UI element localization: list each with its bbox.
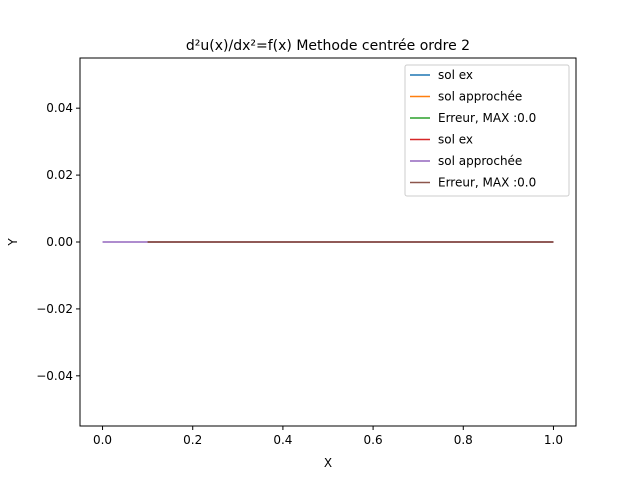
y-tick-label: 0.04	[46, 101, 73, 115]
legend-label: Erreur, MAX :0.0	[438, 111, 536, 125]
y-axis-ticks: −0.04 −0.02 0.00 0.02 0.04	[36, 101, 80, 383]
legend: sol ex sol approchée Erreur, MAX :0.0 sol e…	[404, 64, 570, 197]
x-tick-label: 0.4	[273, 433, 292, 447]
x-tick-label: 0.2	[183, 433, 202, 447]
legend-box	[404, 64, 570, 197]
y-tick-label: −0.04	[36, 369, 73, 383]
legend-label: Erreur, MAX :0.0	[438, 176, 536, 190]
legend-label: sol approchée	[438, 90, 522, 104]
legend-label: sol ex	[438, 133, 473, 147]
x-tick-label: 0.0	[93, 433, 112, 447]
legend-label: sol approchée	[438, 154, 522, 168]
x-tick-label: 1.0	[544, 433, 563, 447]
x-tick-label: 0.6	[364, 433, 383, 447]
x-tick-label: 0.8	[454, 433, 473, 447]
y-tick-label: −0.02	[36, 302, 73, 316]
chart-title: d²u(x)/dx²=f(x) Methode centrée ordre 2	[186, 38, 470, 54]
y-tick-label: 0.02	[46, 168, 73, 182]
x-axis-label: X	[324, 456, 332, 470]
legend-label: sol ex	[438, 68, 473, 82]
y-tick-label: 0.00	[46, 235, 73, 249]
x-axis-ticks: 0.0 0.2 0.4 0.6 0.8 1.0	[93, 426, 563, 447]
y-axis-label: Y	[6, 238, 20, 247]
